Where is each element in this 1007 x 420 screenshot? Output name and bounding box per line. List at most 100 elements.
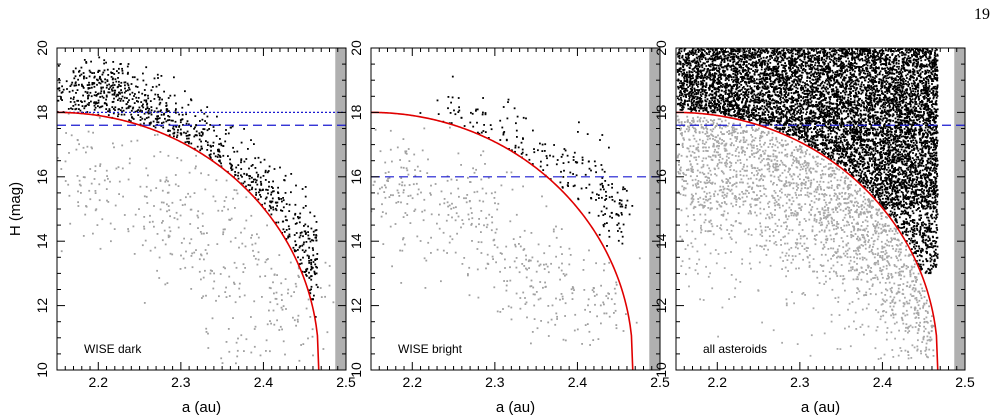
data-point: [222, 228, 225, 231]
data-point: [902, 232, 904, 235]
data-point: [611, 186, 613, 189]
data-point: [510, 318, 513, 321]
data-point: [883, 132, 885, 135]
data-point: [525, 267, 527, 270]
data-point: [898, 171, 901, 174]
data-point: [730, 76, 733, 78]
data-point: [884, 117, 887, 119]
data-point: [603, 205, 606, 208]
data-point: [485, 217, 488, 220]
data-point: [891, 149, 894, 152]
data-point: [934, 58, 937, 60]
data-point: [696, 67, 698, 70]
data-point: [924, 103, 927, 105]
data-point: [804, 86, 807, 89]
data-point: [155, 107, 158, 110]
data-point: [559, 298, 561, 301]
data-point: [298, 246, 301, 249]
data-point: [898, 189, 901, 191]
data-point: [726, 82, 728, 85]
data-point: [222, 233, 224, 236]
data-point: [584, 324, 587, 326]
data-point: [299, 234, 302, 237]
data-point: [259, 180, 262, 183]
data-point: [505, 171, 508, 174]
data-point: [714, 56, 716, 59]
data-point: [298, 276, 300, 278]
data-point: [567, 182, 569, 184]
data-point: [811, 85, 814, 88]
data-point: [572, 156, 575, 158]
data-point: [225, 341, 228, 343]
data-point: [546, 157, 548, 160]
data-point: [888, 61, 891, 64]
data-point: [883, 206, 885, 209]
data-point: [403, 184, 406, 187]
data-point: [111, 106, 114, 108]
data-point: [108, 88, 110, 90]
data-point: [885, 89, 888, 91]
data-point: [888, 163, 890, 166]
data-point: [880, 167, 883, 170]
data-point: [447, 107, 449, 110]
data-point: [734, 113, 737, 116]
data-point: [537, 243, 540, 246]
data-point: [677, 52, 680, 54]
data-point: [809, 140, 812, 143]
data-point: [272, 180, 274, 183]
data-point: [851, 62, 854, 65]
data-point: [201, 212, 204, 215]
data-point: [912, 73, 915, 75]
data-point: [900, 141, 903, 143]
data-point: [105, 169, 108, 172]
data-point: [467, 176, 469, 179]
data-point: [456, 232, 458, 235]
data-point: [896, 113, 898, 116]
data-point: [903, 91, 906, 93]
data-point: [107, 114, 110, 116]
data-point: [931, 78, 933, 81]
data-point: [245, 338, 248, 341]
data-point: [919, 73, 922, 76]
data-point: [909, 97, 911, 100]
data-point: [124, 81, 127, 84]
data-point: [280, 198, 283, 200]
data-point: [419, 240, 422, 242]
data-point: [78, 108, 80, 110]
data-point: [573, 329, 576, 332]
data-point: [691, 91, 694, 94]
data-point: [402, 216, 405, 218]
data-point: [74, 82, 77, 85]
data-point: [552, 155, 555, 158]
data-point: [281, 299, 283, 301]
data-point: [510, 171, 513, 174]
data-point: [702, 79, 704, 82]
data-point: [77, 99, 80, 102]
data-point: [389, 148, 392, 151]
data-point: [309, 292, 312, 295]
data-point: [900, 109, 903, 112]
data-point: [903, 172, 905, 174]
data-point: [897, 68, 900, 70]
data-point: [820, 143, 823, 146]
data-point: [605, 207, 608, 210]
data-point: [542, 169, 545, 171]
data-point: [525, 117, 527, 120]
data-point: [853, 94, 855, 97]
data-point: [851, 106, 854, 109]
data-point: [832, 156, 834, 159]
data-point: [176, 134, 179, 137]
data-point: [185, 250, 187, 253]
data-point: [298, 359, 301, 362]
data-point: [131, 98, 134, 100]
data-point: [770, 48, 772, 50]
data-point: [184, 266, 187, 269]
data-point: [868, 95, 870, 97]
data-point: [146, 106, 149, 109]
data-point: [106, 104, 108, 107]
data-point: [254, 181, 257, 184]
data-point: [708, 51, 710, 53]
data-point: [901, 212, 904, 215]
data-point: [617, 230, 619, 232]
data-point: [897, 206, 899, 209]
